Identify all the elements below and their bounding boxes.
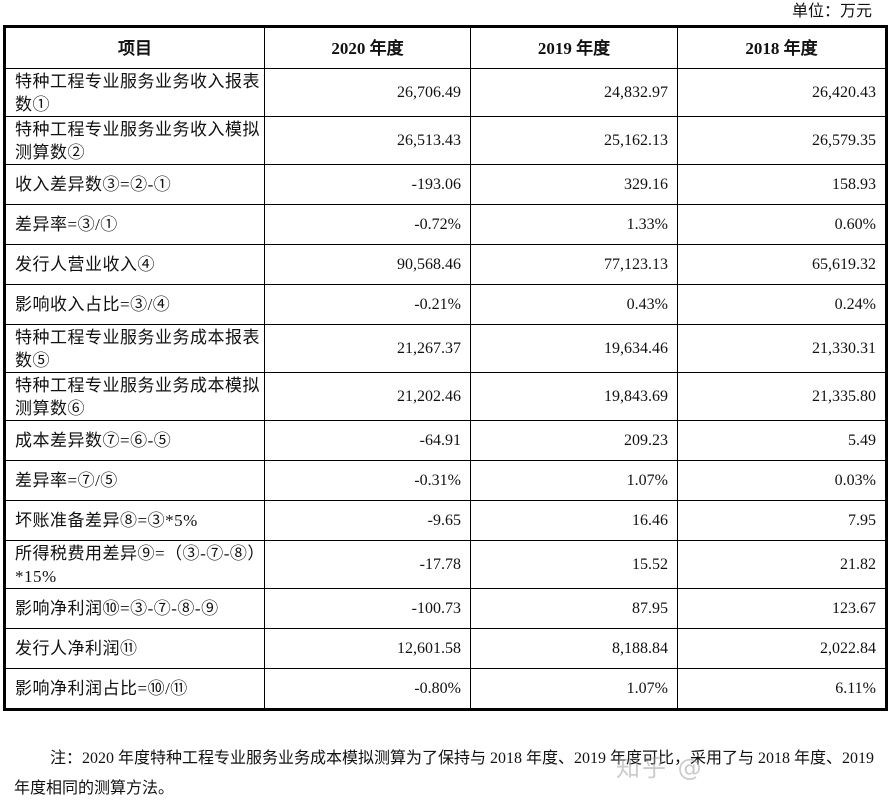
table-row: 特种工程专业服务业务收入报表数① 26,706.49 24,832.97 26,420… (4, 68, 887, 117)
row-label: 成本差异数⑦=⑥-⑤ (4, 420, 265, 461)
value-2020: -9.65 (264, 500, 471, 541)
value-2019: 87.95 (470, 588, 678, 629)
value-2019: 0.43% (470, 284, 678, 325)
value-2018: 65,619.32 (677, 244, 887, 285)
value-2020: -0.72% (264, 204, 471, 245)
table-row: 特种工程专业服务业务收入模拟测算数② 26,513.43 25,162.13 26,5… (4, 116, 887, 165)
value-2018: 0.03% (677, 460, 887, 501)
value-2019: 8,188.84 (470, 628, 678, 669)
value-2018: 26,420.43 (677, 68, 887, 117)
value-2020: -17.78 (264, 540, 471, 589)
row-label: 特种工程专业服务业务成本报表数⑤ (4, 324, 265, 373)
value-2020: 26,513.43 (264, 116, 471, 165)
row-label: 差异率=③/① (4, 204, 265, 245)
table-row: 影响净利润⑩=③-⑦-⑧-⑨ -100.73 87.95 123.67 (4, 588, 887, 629)
value-2018: 0.60% (677, 204, 887, 245)
value-2019: 24,832.97 (470, 68, 678, 117)
value-2018: 2,022.84 (677, 628, 887, 669)
value-2018: 7.95 (677, 500, 887, 541)
table-row: 特种工程专业服务业务成本模拟测算数⑥ 21,202.46 19,843.69 21,3… (4, 372, 887, 421)
value-2018: 21,330.31 (677, 324, 887, 373)
value-2020: 12,601.58 (264, 628, 471, 669)
value-2020: -100.73 (264, 588, 471, 629)
value-2018: 0.24% (677, 284, 887, 325)
value-2018: 21.82 (677, 540, 887, 589)
value-2019: 19,843.69 (470, 372, 678, 421)
footnote: 注：2020 年度特种工程专业服务业务成本模拟测算为了保持与 2018 年度、2… (14, 750, 875, 797)
value-2020: -0.80% (264, 668, 471, 710)
table-row: 发行人营业收入④ 90,568.46 77,123.13 65,619.32 (4, 244, 887, 285)
table-row: 差异率=③/① -0.72% 1.33% 0.60% (4, 204, 887, 245)
row-label: 影响净利润⑩=③-⑦-⑧-⑨ (4, 588, 265, 629)
header-item: 项目 (4, 26, 265, 69)
value-2018: 158.93 (677, 164, 887, 205)
header-2020: 2020 年度 (264, 26, 471, 69)
header-2018: 2018 年度 (677, 26, 887, 69)
value-2019: 16.46 (470, 500, 678, 541)
value-2020: -64.91 (264, 420, 471, 461)
value-2019: 329.16 (470, 164, 678, 205)
row-label: 特种工程专业服务业务成本模拟测算数⑥ (4, 372, 265, 421)
value-2019: 1.07% (470, 460, 678, 501)
value-2020: 90,568.46 (264, 244, 471, 285)
value-2019: 19,634.46 (470, 324, 678, 373)
row-label: 影响收入占比=③/④ (4, 284, 265, 325)
table-row: 影响收入占比=③/④ -0.21% 0.43% 0.24% (4, 284, 887, 325)
row-label: 特种工程专业服务业务收入报表数① (4, 68, 265, 117)
value-2020: 26,706.49 (264, 68, 471, 117)
value-2018: 5.49 (677, 420, 887, 461)
value-2018: 6.11% (677, 668, 887, 710)
value-2019: 1.33% (470, 204, 678, 245)
row-label: 差异率=⑦/⑤ (4, 460, 265, 501)
table-row: 发行人净利润⑪ 12,601.58 8,188.84 2,022.84 (4, 628, 887, 669)
header-2019: 2019 年度 (470, 26, 678, 69)
value-2018: 123.67 (677, 588, 887, 629)
value-2019: 15.52 (470, 540, 678, 589)
value-2019: 1.07% (470, 668, 678, 710)
row-label: 影响净利润占比=⑩/⑪ (4, 668, 265, 710)
table-row: 成本差异数⑦=⑥-⑤ -64.91 209.23 5.49 (4, 420, 887, 461)
row-label: 坏账准备差异⑧=③*5% (4, 500, 265, 541)
value-2018: 21,335.80 (677, 372, 887, 421)
value-2019: 209.23 (470, 420, 678, 461)
table-row: 特种工程专业服务业务成本报表数⑤ 21,267.37 19,634.46 21,330… (4, 324, 887, 373)
value-2020: 21,202.46 (264, 372, 471, 421)
table-row: 所得税费用差异⑨=（③-⑦-⑧）*15% -17.78 15.52 21.82 (4, 540, 887, 589)
value-2020: -0.31% (264, 460, 471, 501)
value-2019: 25,162.13 (470, 116, 678, 165)
row-label: 所得税费用差异⑨=（③-⑦-⑧）*15% (4, 540, 265, 589)
value-2018: 26,579.35 (677, 116, 887, 165)
value-2020: -0.21% (264, 284, 471, 325)
row-label: 发行人净利润⑪ (4, 628, 265, 669)
value-2020: 21,267.37 (264, 324, 471, 373)
row-label: 特种工程专业服务业务收入模拟测算数② (4, 116, 265, 165)
table-header-row: 项目 2020 年度 2019 年度 2018 年度 (4, 26, 887, 69)
row-label: 发行人营业收入④ (4, 244, 265, 285)
table-row: 坏账准备差异⑧=③*5% -9.65 16.46 7.95 (4, 500, 887, 541)
row-label: 收入差异数③=②-① (4, 164, 265, 205)
table-row: 差异率=⑦/⑤ -0.31% 1.07% 0.03% (4, 460, 887, 501)
comparison-table: 项目 2020 年度 2019 年度 2018 年度 特种工程专业服务业务收入报… (3, 25, 888, 711)
value-2019: 77,123.13 (470, 244, 678, 285)
table-row: 影响净利润占比=⑩/⑪ -0.80% 1.07% 6.11% (4, 668, 887, 710)
table-row: 收入差异数③=②-① -193.06 329.16 158.93 (4, 164, 887, 205)
value-2020: -193.06 (264, 164, 471, 205)
unit-label: 单位：万元 (791, 3, 872, 20)
